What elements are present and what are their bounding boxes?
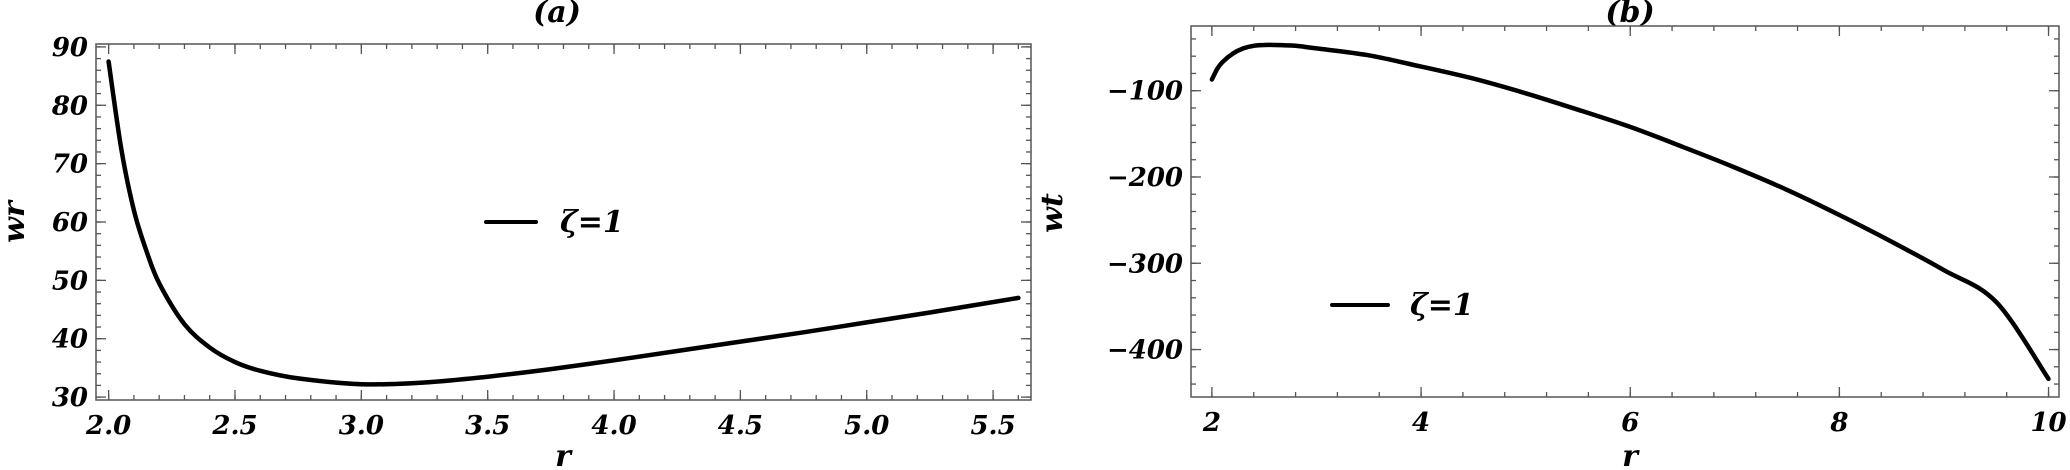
chart-b-y-tick-labels: −100 −200 −300 −400 — [1107, 77, 1183, 366]
a-y-tick-label: 70 — [52, 150, 88, 180]
chart-a-y-axis-label: wr — [0, 199, 32, 243]
a-y-tick-label: 60 — [52, 208, 88, 238]
b-x-tick-label: 2 — [1202, 408, 1221, 438]
chart-b-x-axis-label: r — [1622, 439, 1640, 470]
b-x-tick-label: 4 — [1412, 408, 1430, 438]
b-y-tick-label: −400 — [1107, 336, 1183, 366]
chart-b-legend-label: ζ=1 — [1410, 288, 1474, 323]
a-x-tick-label: 4.0 — [591, 411, 636, 441]
b-x-tick-label: 6 — [1621, 408, 1639, 438]
chart-a-title: (a) — [533, 0, 581, 30]
chart-a-ticks — [96, 44, 1031, 400]
a-y-tick-label: 50 — [52, 266, 88, 296]
a-x-tick-label: 3.5 — [465, 411, 510, 441]
chart-panel-a: (a) 2.0 2.5 3.0 3.5 4.0 4.5 5.0 5.5 30 40 50 60 70 8… — [0, 0, 1032, 470]
chart-a-x-axis-label: r — [555, 439, 573, 470]
chart-b-series-line — [1209, 42, 2051, 382]
chart-a-y-tick-labels: 30 40 50 60 70 80 90 — [51, 33, 88, 413]
chart-b-frame — [1190, 25, 2060, 398]
chart-a-legend-label: ζ=1 — [560, 205, 624, 240]
chart-a-x-tick-labels: 2.0 2.5 3.0 3.5 4.0 4.5 5.0 5.5 — [85, 411, 1016, 441]
b-y-tick-label: −100 — [1107, 77, 1183, 107]
chart-b-title: (b) — [1605, 0, 1654, 30]
a-x-tick-label: 4.5 — [718, 411, 763, 441]
chart-a-series-line — [106, 59, 1021, 387]
chart-b-x-tick-labels: 2 4 6 8 10 — [1202, 408, 2067, 438]
a-y-tick-label: 30 — [52, 383, 88, 413]
a-x-tick-label: 2.0 — [85, 411, 131, 441]
b-x-tick-label: 8 — [1829, 408, 1848, 438]
a-x-tick-label: 5.0 — [844, 411, 889, 441]
a-y-tick-label: 40 — [52, 325, 88, 355]
b-y-tick-label: −200 — [1107, 163, 1183, 193]
a-y-tick-label: 90 — [52, 33, 88, 63]
a-x-tick-label: 2.5 — [211, 411, 257, 441]
a-x-tick-label: 3.0 — [339, 411, 384, 441]
chart-b-y-axis-label: wt — [1035, 193, 1070, 233]
b-x-tick-label: 10 — [2030, 408, 2066, 438]
a-x-tick-label: 5.5 — [970, 411, 1015, 441]
b-y-tick-label: −300 — [1107, 249, 1183, 279]
chart-b-ticks — [1191, 26, 2059, 397]
chart-panel-b: (b) 2 4 6 8 10 −100 −200 −300 −400 ζ=1 r wt — [1035, 0, 2067, 470]
a-y-tick-label: 80 — [51, 91, 88, 121]
